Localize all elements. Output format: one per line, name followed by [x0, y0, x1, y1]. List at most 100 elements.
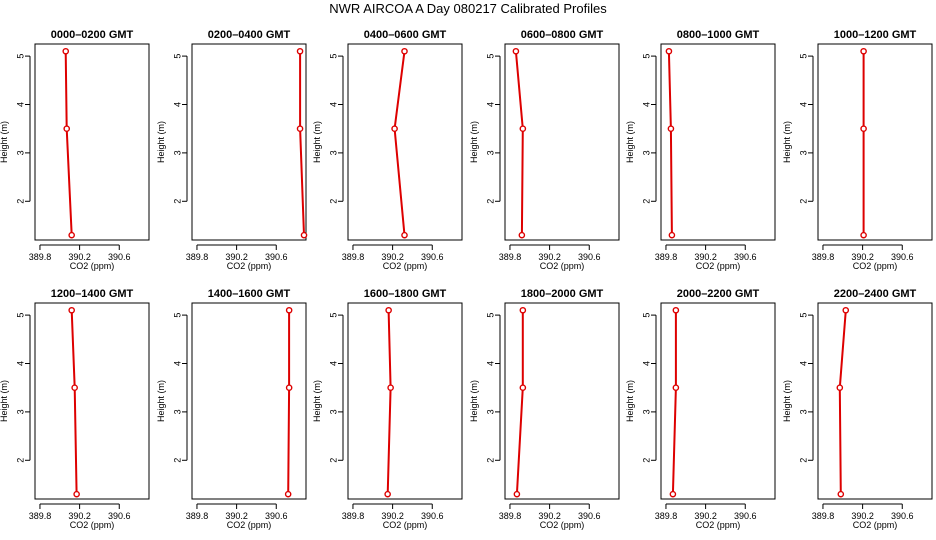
- y-tick-label: 3: [15, 409, 25, 414]
- x-tick-label: 390.2: [68, 511, 91, 521]
- plot-frame: [504, 43, 620, 241]
- plot-frame: [347, 302, 463, 500]
- profile-point: [401, 231, 408, 239]
- y-axis-label: Height (m): [156, 380, 166, 422]
- profile-line: [64, 51, 73, 236]
- x-tick-label: 389.8: [29, 252, 52, 262]
- y-tick-label: 3: [328, 409, 338, 414]
- x-axis-label: CO2 (ppm): [70, 520, 115, 530]
- profile-point: [519, 306, 527, 314]
- x-tick-label: 390.6: [421, 252, 444, 262]
- profile-line: [70, 310, 78, 495]
- profile-point: [63, 125, 71, 132]
- profile-point: [836, 384, 844, 391]
- x-tick-label: 390.6: [578, 511, 601, 521]
- profile-point: [860, 47, 867, 55]
- x-tick-label: 390.2: [851, 511, 874, 521]
- y-tick-label: 5: [172, 54, 182, 59]
- panel-title: 1200–1400 GMT: [51, 288, 134, 300]
- x-tick-label: 390.2: [68, 252, 91, 262]
- y-tick-label: 4: [328, 361, 338, 366]
- profile-point: [62, 47, 70, 55]
- x-tick-label: 390.6: [108, 511, 131, 521]
- plot-frame: [660, 302, 776, 500]
- profile-point: [669, 490, 677, 498]
- x-tick-label: 390.6: [108, 252, 131, 262]
- x-tick-label: 389.8: [812, 511, 835, 521]
- y-tick-label: 4: [172, 361, 182, 366]
- y-axis-label: Height (m): [312, 121, 322, 163]
- profile-line: [667, 51, 673, 236]
- y-tick-label: 3: [798, 409, 808, 414]
- profile-line: [515, 310, 524, 495]
- x-axis-label: CO2 (ppm): [540, 261, 585, 271]
- y-tick-label: 3: [485, 150, 495, 155]
- x-axis-label: CO2 (ppm): [696, 520, 741, 530]
- x-tick-label: 389.8: [342, 252, 365, 262]
- x-tick-label: 390.6: [265, 252, 288, 262]
- panel-title: 1400–1600 GMT: [208, 288, 291, 300]
- panel-title: 0200–0400 GMT: [208, 29, 291, 41]
- x-tick-label: 389.8: [186, 252, 209, 262]
- y-tick-label: 4: [172, 102, 182, 107]
- x-axis-label: CO2 (ppm): [70, 261, 115, 271]
- y-tick-label: 3: [485, 409, 495, 414]
- x-axis-label: CO2 (ppm): [227, 261, 272, 271]
- y-tick-label: 3: [798, 150, 808, 155]
- x-axis-label: CO2 (ppm): [383, 520, 428, 530]
- y-tick-label: 5: [172, 313, 182, 318]
- y-axis-label: Height (m): [625, 380, 635, 422]
- profile-line: [299, 51, 305, 236]
- y-axis-label: Height (m): [469, 121, 479, 163]
- plot-frame: [817, 302, 933, 500]
- x-axis-label: CO2 (ppm): [540, 520, 585, 530]
- profile-point: [296, 125, 304, 132]
- x-tick-label: 390.6: [734, 511, 757, 521]
- profile-line: [838, 310, 847, 495]
- plot-frame: [191, 43, 307, 241]
- y-tick-label: 4: [485, 102, 495, 107]
- y-axis-label: Height (m): [156, 121, 166, 163]
- profile-point: [512, 47, 520, 55]
- y-tick-label: 5: [485, 313, 495, 318]
- x-tick-label: 390.6: [421, 511, 444, 521]
- x-tick-label: 390.6: [578, 252, 601, 262]
- plot-frame: [504, 302, 620, 500]
- y-tick-label: 2: [328, 199, 338, 204]
- y-tick-label: 4: [798, 102, 808, 107]
- y-tick-label: 3: [641, 409, 651, 414]
- x-tick-label: 389.8: [342, 511, 365, 521]
- y-tick-label: 2: [15, 199, 25, 204]
- x-tick-label: 390.2: [694, 511, 717, 521]
- x-tick-label: 390.2: [225, 252, 248, 262]
- y-tick-label: 2: [328, 458, 338, 463]
- profile-point: [68, 306, 75, 314]
- panel-title: 1000–1200 GMT: [834, 29, 917, 41]
- y-tick-label: 3: [172, 409, 182, 414]
- panel-title: 2200–2400 GMT: [834, 288, 917, 300]
- profile-point: [518, 231, 526, 239]
- x-tick-label: 389.8: [186, 511, 209, 521]
- x-tick-label: 390.2: [694, 252, 717, 262]
- profile-point: [284, 490, 292, 498]
- panel-title: 0400–0600 GMT: [364, 29, 447, 41]
- y-tick-label: 4: [328, 102, 338, 107]
- profile-point: [387, 384, 394, 391]
- y-tick-label: 4: [485, 361, 495, 366]
- profile-point: [519, 125, 527, 132]
- profile-point: [391, 125, 398, 132]
- y-tick-label: 2: [172, 199, 182, 204]
- profile-line: [386, 310, 392, 495]
- plot-frame: [660, 43, 776, 241]
- profile-point: [385, 306, 392, 314]
- profile-point: [860, 231, 867, 239]
- y-axis-label: Height (m): [469, 380, 479, 422]
- y-tick-label: 5: [641, 54, 651, 59]
- x-axis-label: CO2 (ppm): [696, 261, 741, 271]
- profile-point: [860, 125, 867, 132]
- x-tick-label: 390.6: [734, 252, 757, 262]
- y-tick-label: 3: [172, 150, 182, 155]
- x-axis-label: CO2 (ppm): [383, 261, 428, 271]
